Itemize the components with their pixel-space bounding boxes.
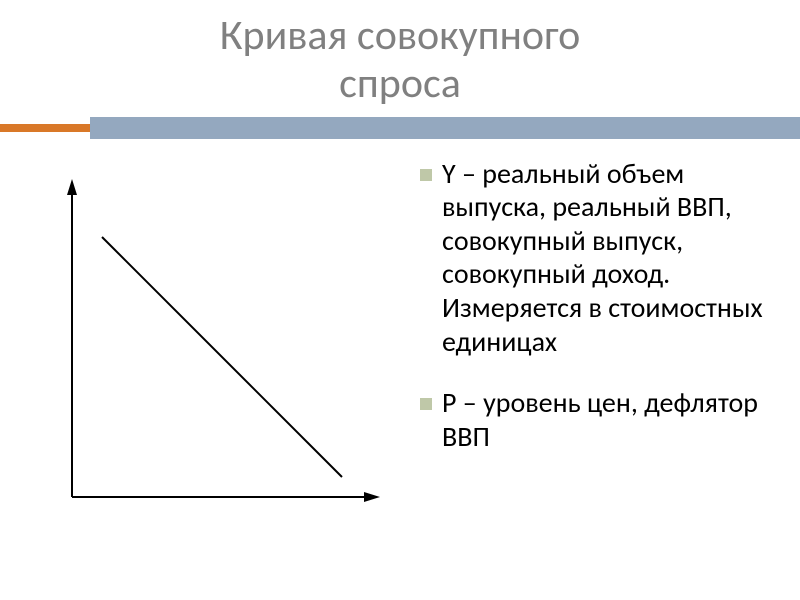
accent-blue <box>90 117 800 139</box>
bullet-item-p: P – уровень цен, дефлятор ВВП <box>420 386 768 453</box>
bullet-text-y: Y – реальный объем выпуска, реальный ВВП… <box>442 157 768 359</box>
title-line-2: спроса <box>339 58 461 109</box>
content-area: Y – реальный объем выпуска, реальный ВВП… <box>0 139 800 537</box>
text-area: Y – реальный объем выпуска, реальный ВВП… <box>392 157 768 537</box>
bullet-item-y: Y – реальный объем выпуска, реальный ВВП… <box>420 157 768 359</box>
title-line-1: Кривая совокупного <box>220 10 581 61</box>
bullet-square-icon <box>420 398 432 410</box>
bullet-text-p: P – уровень цен, дефлятор ВВП <box>442 386 768 453</box>
slide: Кривая совокупного спроса Y – реальный о… <box>0 0 800 600</box>
chart-svg <box>32 157 392 537</box>
accent-bar <box>0 117 800 139</box>
bullet-square-icon <box>420 169 432 181</box>
page-title: Кривая совокупного спроса <box>0 0 800 109</box>
accent-orange <box>0 124 90 132</box>
demand-curve-chart <box>32 157 392 537</box>
